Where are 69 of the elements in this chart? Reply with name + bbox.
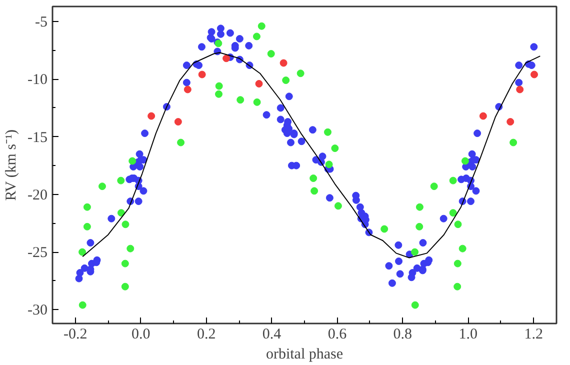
point <box>117 176 125 184</box>
point <box>83 203 91 211</box>
x-tick-label: -0.2 <box>64 326 88 342</box>
point <box>122 220 130 228</box>
point <box>416 222 424 230</box>
point <box>98 182 106 190</box>
point <box>479 112 487 120</box>
point <box>215 82 223 90</box>
point <box>516 86 524 94</box>
point <box>430 182 438 190</box>
point <box>252 32 260 40</box>
point <box>267 50 275 58</box>
point <box>325 160 333 168</box>
point <box>506 118 514 126</box>
point <box>310 187 318 195</box>
x-tick-label: 0.8 <box>393 326 412 342</box>
point <box>282 76 290 84</box>
point <box>148 112 156 120</box>
point <box>411 248 419 256</box>
point <box>198 70 206 78</box>
point <box>449 209 457 217</box>
point <box>128 157 136 165</box>
y-tick-label: -30 <box>28 302 48 319</box>
x-tick-label: 0.6 <box>328 326 348 342</box>
point <box>510 138 518 146</box>
point <box>255 80 263 88</box>
point <box>461 157 469 165</box>
point <box>411 301 419 309</box>
y-tick-label: -15 <box>28 130 48 146</box>
x-tick-label: 0.0 <box>131 326 150 342</box>
point <box>236 96 244 104</box>
point <box>117 209 125 217</box>
point <box>222 54 230 62</box>
point <box>78 248 86 256</box>
point <box>126 244 134 252</box>
point <box>380 225 388 233</box>
point <box>78 301 86 309</box>
point <box>121 260 129 268</box>
point <box>184 86 192 94</box>
point <box>83 222 91 230</box>
point <box>324 128 332 136</box>
x-tick-label: 0.4 <box>262 326 282 342</box>
point <box>454 260 462 268</box>
point <box>215 90 223 98</box>
y-tick-label: -10 <box>28 72 48 88</box>
point <box>449 176 457 184</box>
point <box>296 70 304 78</box>
point <box>253 98 261 106</box>
point <box>530 70 538 78</box>
point <box>454 220 462 228</box>
point <box>121 282 129 290</box>
point <box>331 144 339 152</box>
y-axis-title: RV (km s⁻¹) <box>4 129 20 201</box>
point <box>458 244 466 252</box>
point <box>280 59 288 67</box>
x-tick-label: 1.0 <box>458 326 478 342</box>
y-tick-label: -25 <box>28 245 48 262</box>
point <box>416 203 424 211</box>
y-tick-label: -5 <box>35 14 48 30</box>
point <box>177 138 185 146</box>
point <box>454 282 462 290</box>
x-axis-title: orbital phase <box>266 346 344 362</box>
point <box>334 202 342 210</box>
point <box>310 174 318 182</box>
x-tick-label: 1.2 <box>524 326 543 342</box>
point <box>258 22 266 30</box>
y-tick-label: -20 <box>28 187 48 204</box>
point <box>174 118 182 126</box>
x-tick-label: 0.2 <box>196 326 216 342</box>
